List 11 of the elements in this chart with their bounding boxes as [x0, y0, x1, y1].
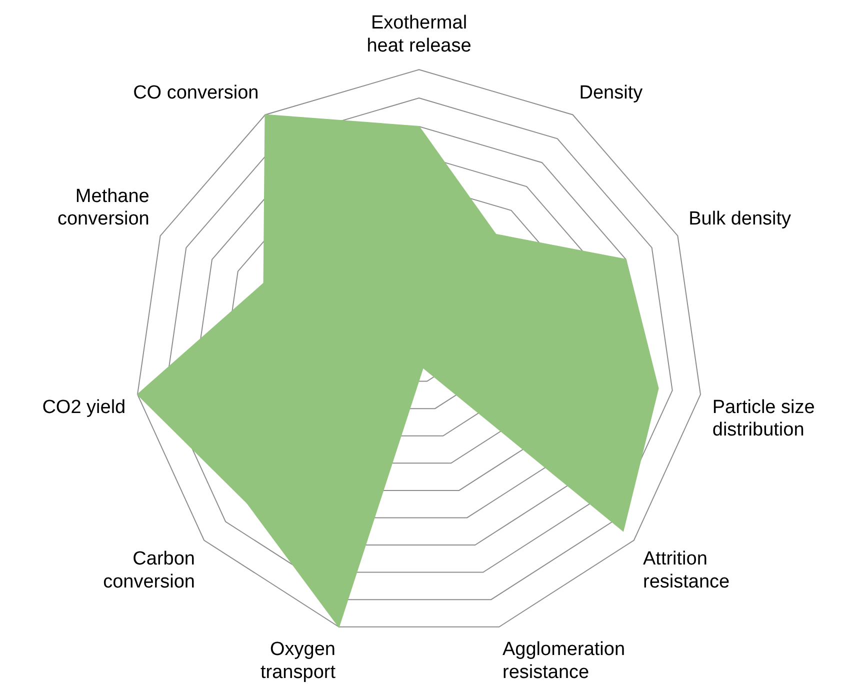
- spoke-label: Particle size distribution: [712, 396, 815, 441]
- spoke-label: Agglomeration resistance: [502, 639, 626, 683]
- spoke-label: Methane conversion: [57, 186, 150, 230]
- spoke-label: Attrition resistance: [643, 548, 730, 593]
- spoke-label: CO conversion: [133, 82, 259, 104]
- spoke-label: CO2 yield: [42, 396, 126, 418]
- spoke-label: Bulk density: [688, 208, 792, 230]
- spoke-label: Carbon conversion: [103, 548, 195, 593]
- spoke-label: Oxygen transport: [260, 639, 336, 683]
- spoke-label: Density: [579, 82, 644, 104]
- spoke-label: Exothermal heat release: [366, 12, 472, 56]
